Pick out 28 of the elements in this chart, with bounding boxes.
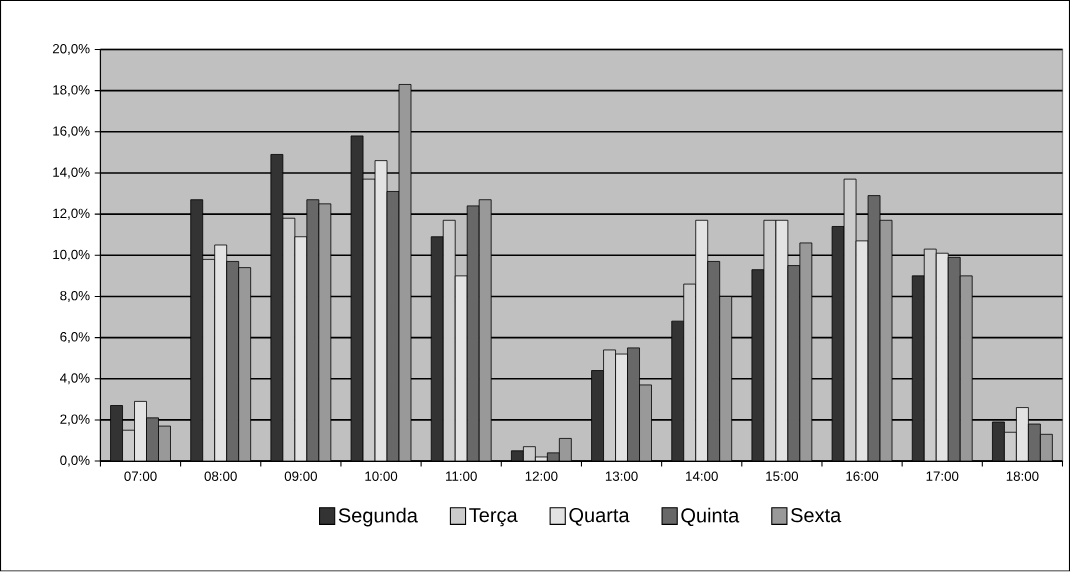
y-tick-label: 6,0% (60, 332, 90, 344)
x-tick-label: 14:00 (686, 471, 718, 482)
x-tick-label: 09:00 (284, 471, 318, 482)
y-tick-label: 0,0% (60, 455, 90, 467)
y-tick-label: 12,0% (53, 208, 90, 220)
x-tick-label: 16:00 (846, 471, 879, 482)
x-tick-label: 08:00 (204, 471, 237, 482)
x-tick-label: 12:00 (525, 471, 558, 482)
y-tick-label: 4,0% (60, 373, 90, 385)
legend-label: Segunda (338, 508, 418, 527)
y-tick-label: 10,0% (53, 250, 90, 262)
x-tick-label: 15:00 (766, 471, 799, 482)
x-tick-label: 13:00 (605, 471, 638, 482)
y-tick-label: 20,0% (52, 44, 90, 56)
y-tick-label: 2,0% (60, 414, 90, 426)
x-tick-label: 17:00 (926, 471, 959, 482)
x-tick-label: 11:00 (446, 471, 477, 482)
x-tick-label: 18:00 (1006, 471, 1039, 482)
y-tick-label: 8,0% (60, 291, 90, 303)
legend-label: Quinta (681, 508, 740, 527)
legend-label: Terça (469, 508, 518, 527)
y-tick-label: 14,0% (53, 167, 90, 179)
x-tick-label: 10:00 (365, 471, 398, 482)
legend-label: Quarta (569, 508, 630, 527)
x-tick-label: 07:00 (124, 471, 157, 482)
y-tick-label: 18,0% (53, 85, 90, 97)
legend-label: Sexta (791, 508, 842, 523)
y-tick-label: 16,0% (53, 126, 90, 138)
